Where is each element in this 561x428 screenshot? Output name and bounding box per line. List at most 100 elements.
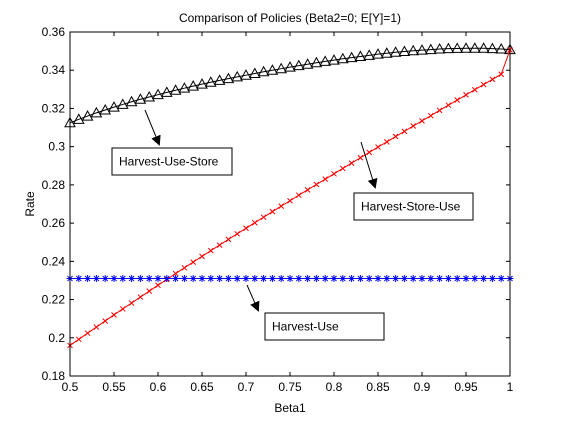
x-tick-label: 0.85 [366,380,390,394]
harvest-use-store-point [266,64,279,75]
harvest-store-use-point [454,97,461,103]
harvest-use-store-point [310,56,323,68]
harvest-use-store-point [231,70,244,82]
y-tick-label: 0.28 [42,178,66,192]
harvest-use-point [216,275,224,283]
harvest-use-store-point [380,47,393,58]
harvest-use-store-point [240,69,252,80]
harvest-store-use-point [498,71,505,78]
x-tick-label: 0.8 [326,380,343,394]
harvest-use-store-point [275,62,288,74]
y-tick-label: 0.24 [42,254,66,268]
harvest-use-store-point [292,59,305,71]
harvest-use-store-point [486,42,499,54]
harvest-use-point [172,275,180,283]
chart-title: Comparison of Policies (Beta2=0; E[Y]=1) [179,11,401,25]
harvest-use-store-point [152,88,164,100]
harvest-store-use-point [216,242,223,248]
harvest-store-use-point [480,81,487,88]
harvest-use-point [436,275,444,283]
harvest-store-use-point [287,197,293,204]
harvest-use-store-point [108,101,120,112]
harvest-use-point [444,275,452,283]
harvest-use-store-label-box [111,147,233,176]
harvest-use-store-point [389,46,402,57]
harvest-store-use-point [471,86,478,93]
harvest-use-point [145,275,153,283]
harvest-use-store-point [372,48,384,59]
x-tick-label: 0.6 [150,380,167,394]
harvest-store-use-point [243,225,249,232]
harvest-store-use-point [375,144,381,150]
y-tick-label: 0.18 [42,369,66,383]
harvest-use-store-point [90,106,103,118]
harvest-use-point [136,275,144,283]
annotation-harvest-store-use: Harvest-Store-Use [353,141,474,221]
harvest-store-use-point [392,133,399,140]
harvest-use-point [453,275,461,283]
harvest-use-store-point [407,44,420,56]
harvest-store-use-point [269,208,276,215]
harvest-store-use-point [84,330,91,337]
harvest-store-use-point [304,187,311,193]
harvest-use-store-point [178,82,191,93]
harvest-use-store-point [398,45,411,56]
harvest-use-store-point [204,76,217,87]
harvest-use-store-point [477,42,490,53]
harvest-use-point [189,275,197,283]
harvest-use-point [418,275,426,283]
harvest-use-point [154,275,162,283]
harvest-use-point [128,275,136,283]
harvest-store-use-point [93,324,100,330]
harvest-use-point [321,275,329,283]
harvest-store-use-arrow [360,141,378,189]
harvest-store-use-point [410,123,417,129]
annotations-layer: Harvest-Use-Store Harvest-Store-Use Harves… [111,109,474,341]
x-tick-label: 0.95 [454,380,478,394]
harvest-use-point [365,275,373,283]
harvest-use-store-point [248,67,261,78]
harvest-use-store-point [319,55,332,66]
harvest-store-use-point [445,102,452,109]
harvest-use-point [312,275,320,283]
harvest-store-use-point [190,259,197,265]
harvest-store-use-point [348,160,355,166]
harvest-store-use-point [102,318,109,324]
harvest-store-use-point [427,112,434,119]
harvest-use-store-point [336,52,349,64]
harvest-use-point [242,275,250,283]
harvest-use-point [92,275,100,283]
harvest-store-use-point [207,247,214,254]
harvest-use-point [277,275,285,283]
harvest-store-use-point [436,107,443,114]
harvest-use-store-point [416,44,428,55]
annotation-harvest-use: Harvest-Use [246,284,385,341]
x-tick-label: 0.5 [62,380,79,394]
plot-frame [69,31,511,377]
harvest-store-use-point [357,154,364,161]
harvest-use-store-point [99,103,112,115]
harvest-use-store-point [284,61,296,72]
harvest-store-use-point [383,139,390,145]
harvest-use-point [488,275,496,283]
harvest-use-store-point [363,49,376,60]
harvest-use-point [497,275,505,283]
harvest-store-use-point [489,76,496,83]
harvest-use-store-point [213,74,226,85]
harvest-store-use-point [366,149,373,156]
harvest-store-use-point [111,311,117,318]
annotation-harvest-use-store: Harvest-Use-Store [111,109,233,176]
harvest-use-point [374,275,382,283]
harvest-store-use-point [419,118,425,124]
harvest-use-point [101,275,109,283]
harvest-use-store-point [160,86,173,97]
harvest-store-use-point [137,294,144,300]
harvest-use-point [400,275,408,283]
harvest-store-use-point [260,214,267,221]
y-tick-label: 0.32 [42,101,66,115]
harvest-use-store-point [460,42,472,53]
x-tick-label: 0.9 [414,380,431,394]
harvest-use-store-point [125,95,138,107]
